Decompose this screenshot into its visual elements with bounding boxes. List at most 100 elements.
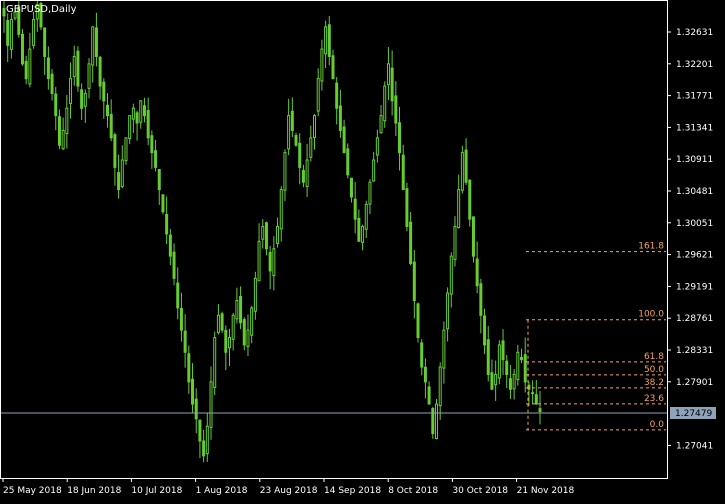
candle-body (534, 394, 538, 405)
fib-level-label: 50.0 (644, 365, 664, 375)
fibonacci-layer: 0.0 23.6 38.2 50.0 61.8 100.0 161.8 (526, 242, 666, 431)
candle-body (6, 20, 10, 46)
time-tick-label: 25 May 2018 (3, 486, 62, 496)
candle-body (416, 303, 420, 338)
candle-body (442, 329, 446, 369)
candle-body (98, 56, 102, 87)
candle-body (50, 73, 54, 94)
candle-body (390, 67, 394, 102)
time-tick-label: 10 Jul 2018 (131, 486, 182, 496)
candle-body (35, 4, 39, 20)
candle-body (146, 110, 150, 139)
candle-body (501, 340, 505, 361)
candle-body (423, 366, 427, 383)
candle-body (179, 307, 183, 331)
candle-body (113, 134, 117, 168)
time-axis[interactable]: 25 May 2018 18 Jun 2018 10 Jul 2018 1 Aug 2… (2, 478, 575, 496)
candle-body (76, 50, 80, 87)
candle-body (2, 7, 6, 17)
candle-body (479, 283, 483, 316)
candle-body (272, 248, 276, 277)
candle-body (309, 137, 313, 158)
price-tick-label: 1.30481 (676, 187, 713, 197)
candle-body (242, 319, 246, 346)
candle-body (368, 181, 372, 205)
candle-body (490, 372, 494, 390)
fib-level-label: 61.8 (644, 352, 664, 362)
candle-body (191, 378, 195, 405)
candle-body (220, 313, 224, 331)
candle-body (246, 329, 250, 347)
fib-level-label: 161.8 (638, 242, 664, 252)
candle-body (327, 24, 331, 57)
fib-level-label: 38.2 (644, 378, 664, 388)
candle-body (69, 78, 73, 105)
candle-body (338, 105, 342, 131)
candle-body (43, 27, 47, 57)
candle-body (135, 112, 139, 124)
candle-body (331, 55, 335, 80)
candle-body (538, 408, 542, 412)
candle-body (227, 336, 231, 349)
candle-body (139, 100, 143, 123)
candle-body (349, 177, 353, 198)
candle-body (353, 198, 357, 220)
candle-body (298, 142, 302, 168)
candle-body (279, 189, 283, 230)
candle-body (405, 188, 409, 228)
candle-body (475, 258, 479, 287)
candle-body (261, 226, 265, 240)
candle-body (438, 366, 442, 407)
candle-body (464, 149, 468, 183)
candle-body (124, 137, 128, 162)
candle-body (431, 408, 435, 435)
candle-body (486, 339, 490, 375)
candle-body (250, 307, 254, 336)
candle-body (157, 169, 161, 191)
candle-body (357, 217, 361, 242)
candle-body (287, 115, 291, 150)
candle-body (372, 159, 376, 182)
candle-body (142, 105, 146, 117)
candle-body (54, 93, 58, 117)
time-tick-label: 1 Aug 2018 (196, 486, 248, 496)
time-tick-label: 30 Oct 2018 (452, 486, 508, 496)
fib-level-label: 23.6 (644, 394, 664, 404)
candle-body (109, 113, 113, 139)
candle-body (446, 292, 450, 330)
price-tick-label: 1.29191 (676, 282, 713, 292)
candle-body (276, 226, 280, 244)
price-tick-label: 1.32201 (676, 60, 713, 70)
plot-frame (0, 0, 668, 479)
candle-body (483, 315, 487, 346)
price-axis[interactable]: 1.32631 1.32201 1.31771 1.31341 1.30911 1.304… (667, 28, 713, 451)
current-price-tag (670, 406, 716, 419)
time-tick-label: 21 Nov 2018 (517, 486, 575, 496)
candle-body (57, 116, 61, 146)
candle-body (39, 3, 43, 28)
candle-body (46, 57, 50, 80)
candle-body (257, 240, 261, 282)
candle-body (209, 381, 213, 428)
candle-body (460, 152, 464, 191)
candle-body (386, 63, 390, 86)
candle-body (305, 159, 309, 188)
price-tick-label: 1.32631 (676, 28, 713, 38)
time-tick-label: 18 Jun 2018 (67, 486, 121, 496)
price-tick-label: 1.27041 (676, 441, 713, 451)
candle-body (165, 213, 169, 235)
symbol-label: GBPUSD,Daily (6, 4, 77, 15)
current-price-layer: 1.27479 (1, 406, 716, 419)
candle-body (213, 336, 217, 388)
candle-body (187, 353, 191, 383)
candle-body (412, 261, 416, 302)
candle-body (383, 85, 387, 122)
candle-body (427, 386, 431, 405)
candle-body (316, 78, 320, 112)
fib-level-label: 0.0 (650, 420, 665, 430)
candle-body (512, 373, 516, 390)
candle-body (131, 107, 135, 120)
candle-body (409, 221, 413, 265)
